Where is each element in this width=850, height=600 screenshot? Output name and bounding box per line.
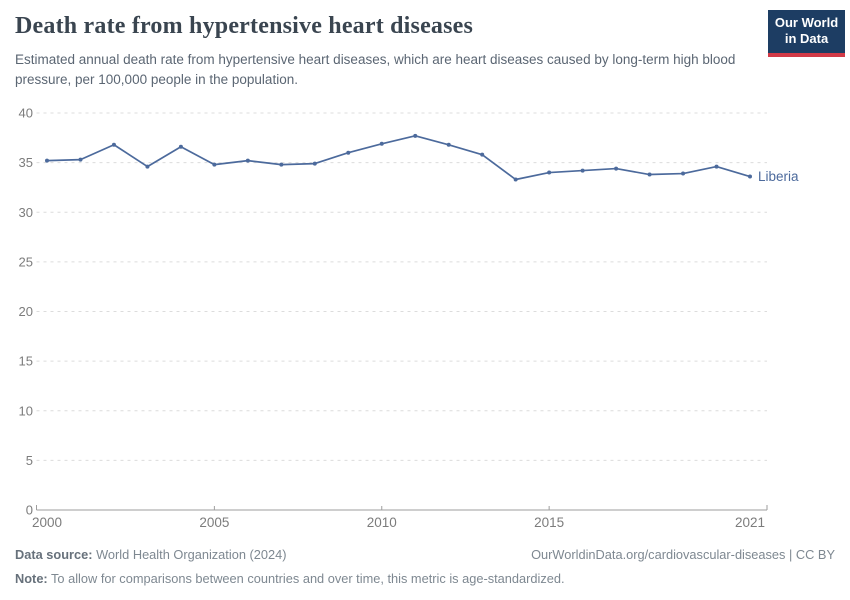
data-point [714, 164, 719, 169]
footer-row-source: Data source: World Health Organization (… [15, 546, 835, 563]
data-source-value: World Health Organization (2024) [92, 547, 287, 562]
owid-logo[interactable]: Our World in Data [768, 10, 845, 57]
data-point [580, 168, 585, 173]
x-tick-label: 2015 [534, 515, 564, 530]
chart-subtitle: Estimated annual death rate from hyperte… [15, 52, 736, 88]
data-point [178, 144, 183, 149]
data-point [45, 158, 49, 163]
data-point [379, 141, 384, 146]
owid-logo-line1: Our World [774, 15, 839, 30]
y-tick-label: 0 [26, 503, 33, 518]
note-label: Note: [15, 571, 48, 587]
data-point [513, 177, 518, 182]
y-tick-label: 5 [26, 453, 33, 468]
data-point [413, 133, 418, 138]
y-tick-label: 30 [19, 205, 33, 220]
note-value: To allow for comparisons between countri… [47, 571, 565, 587]
data-point [614, 166, 619, 171]
data-point [480, 152, 485, 157]
data-point [446, 142, 451, 147]
data-point [245, 158, 250, 163]
series-end-label: Liberia [758, 169, 799, 184]
data-source-text: Data source: World Health Organization (… [15, 546, 286, 563]
x-tick-label: 2000 [32, 515, 62, 530]
data-point [312, 161, 317, 166]
y-tick-label: 10 [19, 403, 33, 418]
data-source-label: Data source: [15, 547, 93, 562]
owid-url-link[interactable]: OurWorldinData.org/cardiovascular-diseas… [531, 547, 835, 562]
x-tick-label: 2010 [367, 515, 397, 530]
chart-footer: Data source: World Health Organization (… [15, 546, 835, 588]
series-line [46, 134, 751, 181]
data-point [212, 162, 217, 167]
data-point [547, 170, 552, 175]
y-tick-label: 15 [19, 354, 33, 369]
data-point [346, 150, 351, 155]
y-tick-label: 40 [19, 106, 33, 121]
data-point [145, 164, 150, 169]
data-point [78, 157, 83, 162]
line-chart: 0 5 10 15 20 25 30 35 40 2000 2005 2010 2015 2021 Libe… [19, 106, 799, 531]
footer-note: Note: To allow for comparisons between c… [15, 570, 835, 587]
data-point [681, 171, 686, 176]
data-point [111, 142, 116, 147]
y-tick-label: 35 [19, 155, 33, 170]
y-tick-label: 25 [19, 254, 33, 269]
x-tick-label: 2005 [199, 515, 229, 530]
y-tick-label: 20 [19, 304, 33, 319]
x-tick-label: 2021 [735, 515, 765, 530]
page-title: Death rate from hypertensive heart disea… [15, 13, 474, 39]
data-point [647, 172, 652, 177]
data-point [279, 162, 284, 167]
data-point [748, 174, 752, 179]
owid-logo-line2: in Data [784, 31, 829, 47]
